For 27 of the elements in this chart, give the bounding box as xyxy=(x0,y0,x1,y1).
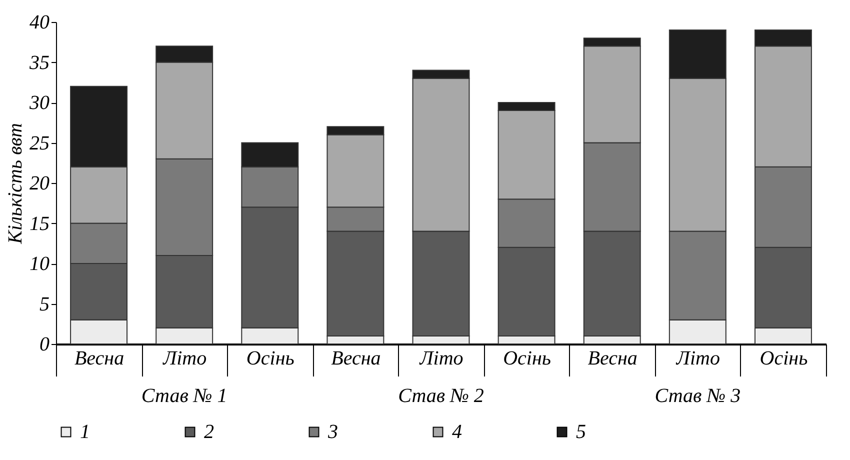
y-tick-label: 10 xyxy=(30,253,50,275)
text: Став № 1 xyxy=(141,385,228,407)
x-tick-label: Весна xyxy=(74,348,124,370)
legend-label: 3 xyxy=(327,421,338,443)
y-tick-label: 0 xyxy=(40,334,50,356)
x-tick-label: Весна xyxy=(588,348,638,370)
x-tick-label: Літо xyxy=(162,348,207,370)
x-tick-label: Літо xyxy=(675,348,720,370)
text: Став № 2 xyxy=(398,385,484,407)
y-tick-label: 5 xyxy=(40,293,50,316)
x-tick-label: Осінь xyxy=(760,348,808,370)
y-tick-label: 15 xyxy=(30,212,50,235)
y-tick-label: 20 xyxy=(30,172,50,194)
x-tick-label: Весна xyxy=(331,348,381,370)
y-tick-label: 35 xyxy=(28,52,50,74)
legend-label: 4 xyxy=(452,421,462,443)
text: Став № 3 xyxy=(654,385,741,407)
legend-label: 5 xyxy=(576,421,586,443)
y-tick-label: 30 xyxy=(28,92,50,114)
legend-label: 2 xyxy=(204,421,214,443)
y-axis-title: Кількість ввт xyxy=(4,123,26,245)
y-tick-label: 40 xyxy=(30,12,50,34)
y-tick-label: 25 xyxy=(30,132,50,154)
legend-label: 1 xyxy=(80,421,90,443)
x-tick-label: Літо xyxy=(418,348,464,370)
x-tick-label: Осінь xyxy=(503,348,552,370)
x-tick-label: Осінь xyxy=(246,348,294,370)
